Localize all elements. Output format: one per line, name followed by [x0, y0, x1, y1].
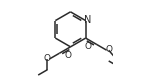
Text: O: O — [44, 54, 50, 63]
Text: O: O — [85, 42, 92, 51]
Text: O: O — [106, 45, 113, 54]
Text: N: N — [84, 15, 92, 25]
Text: O: O — [64, 51, 71, 60]
